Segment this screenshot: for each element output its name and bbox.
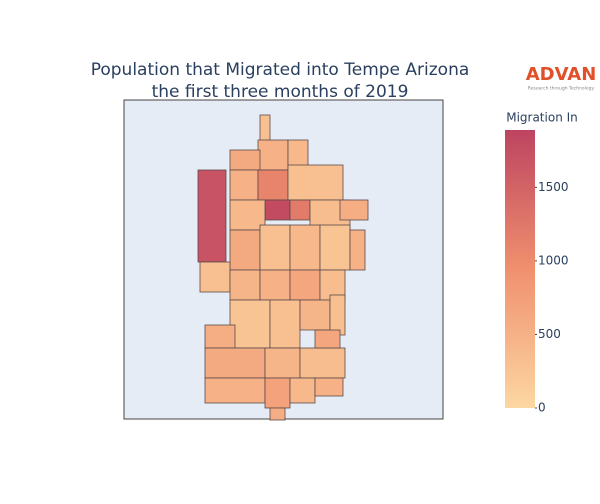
region	[259, 224, 291, 271]
logo: ADVAN	[526, 64, 597, 85]
region	[204, 324, 236, 349]
region	[264, 199, 291, 221]
region	[199, 261, 231, 293]
region	[289, 199, 311, 221]
colorbar-tick-label: 500	[538, 327, 561, 341]
region	[259, 269, 291, 301]
chart-title: Population that Migrated into Tempe Ariz…	[91, 60, 470, 80]
colorbar-tick-label: 1500	[538, 180, 569, 194]
region	[314, 329, 341, 349]
region	[229, 299, 271, 349]
region	[299, 347, 346, 379]
region	[229, 269, 261, 301]
colorbar-title: Migration In	[506, 111, 578, 125]
region	[319, 224, 351, 271]
region	[339, 199, 369, 221]
region	[349, 229, 366, 271]
region	[269, 299, 301, 349]
region	[269, 407, 286, 421]
region	[197, 169, 227, 263]
colorbar-tick-label: 0	[538, 401, 546, 415]
colorbar	[505, 130, 535, 408]
region	[289, 224, 321, 271]
region	[264, 347, 301, 379]
colorbar-tick-label: 1000	[538, 253, 569, 267]
region	[229, 199, 266, 231]
region	[289, 269, 321, 301]
region	[264, 377, 291, 409]
region	[229, 149, 261, 171]
region	[257, 139, 289, 171]
region	[299, 299, 331, 331]
region	[314, 377, 344, 397]
region	[229, 169, 259, 201]
region	[204, 377, 266, 404]
region	[204, 347, 266, 379]
region	[257, 169, 289, 201]
region	[329, 294, 346, 336]
region	[229, 229, 261, 271]
colorbar-ticks: 0 500 1000 1500	[535, 180, 569, 415]
chart-title: the first three months of 2019	[152, 82, 409, 102]
region	[289, 377, 316, 404]
region	[287, 164, 344, 201]
regions	[197, 114, 369, 421]
logo-tagline: Research through Technology	[528, 86, 595, 92]
